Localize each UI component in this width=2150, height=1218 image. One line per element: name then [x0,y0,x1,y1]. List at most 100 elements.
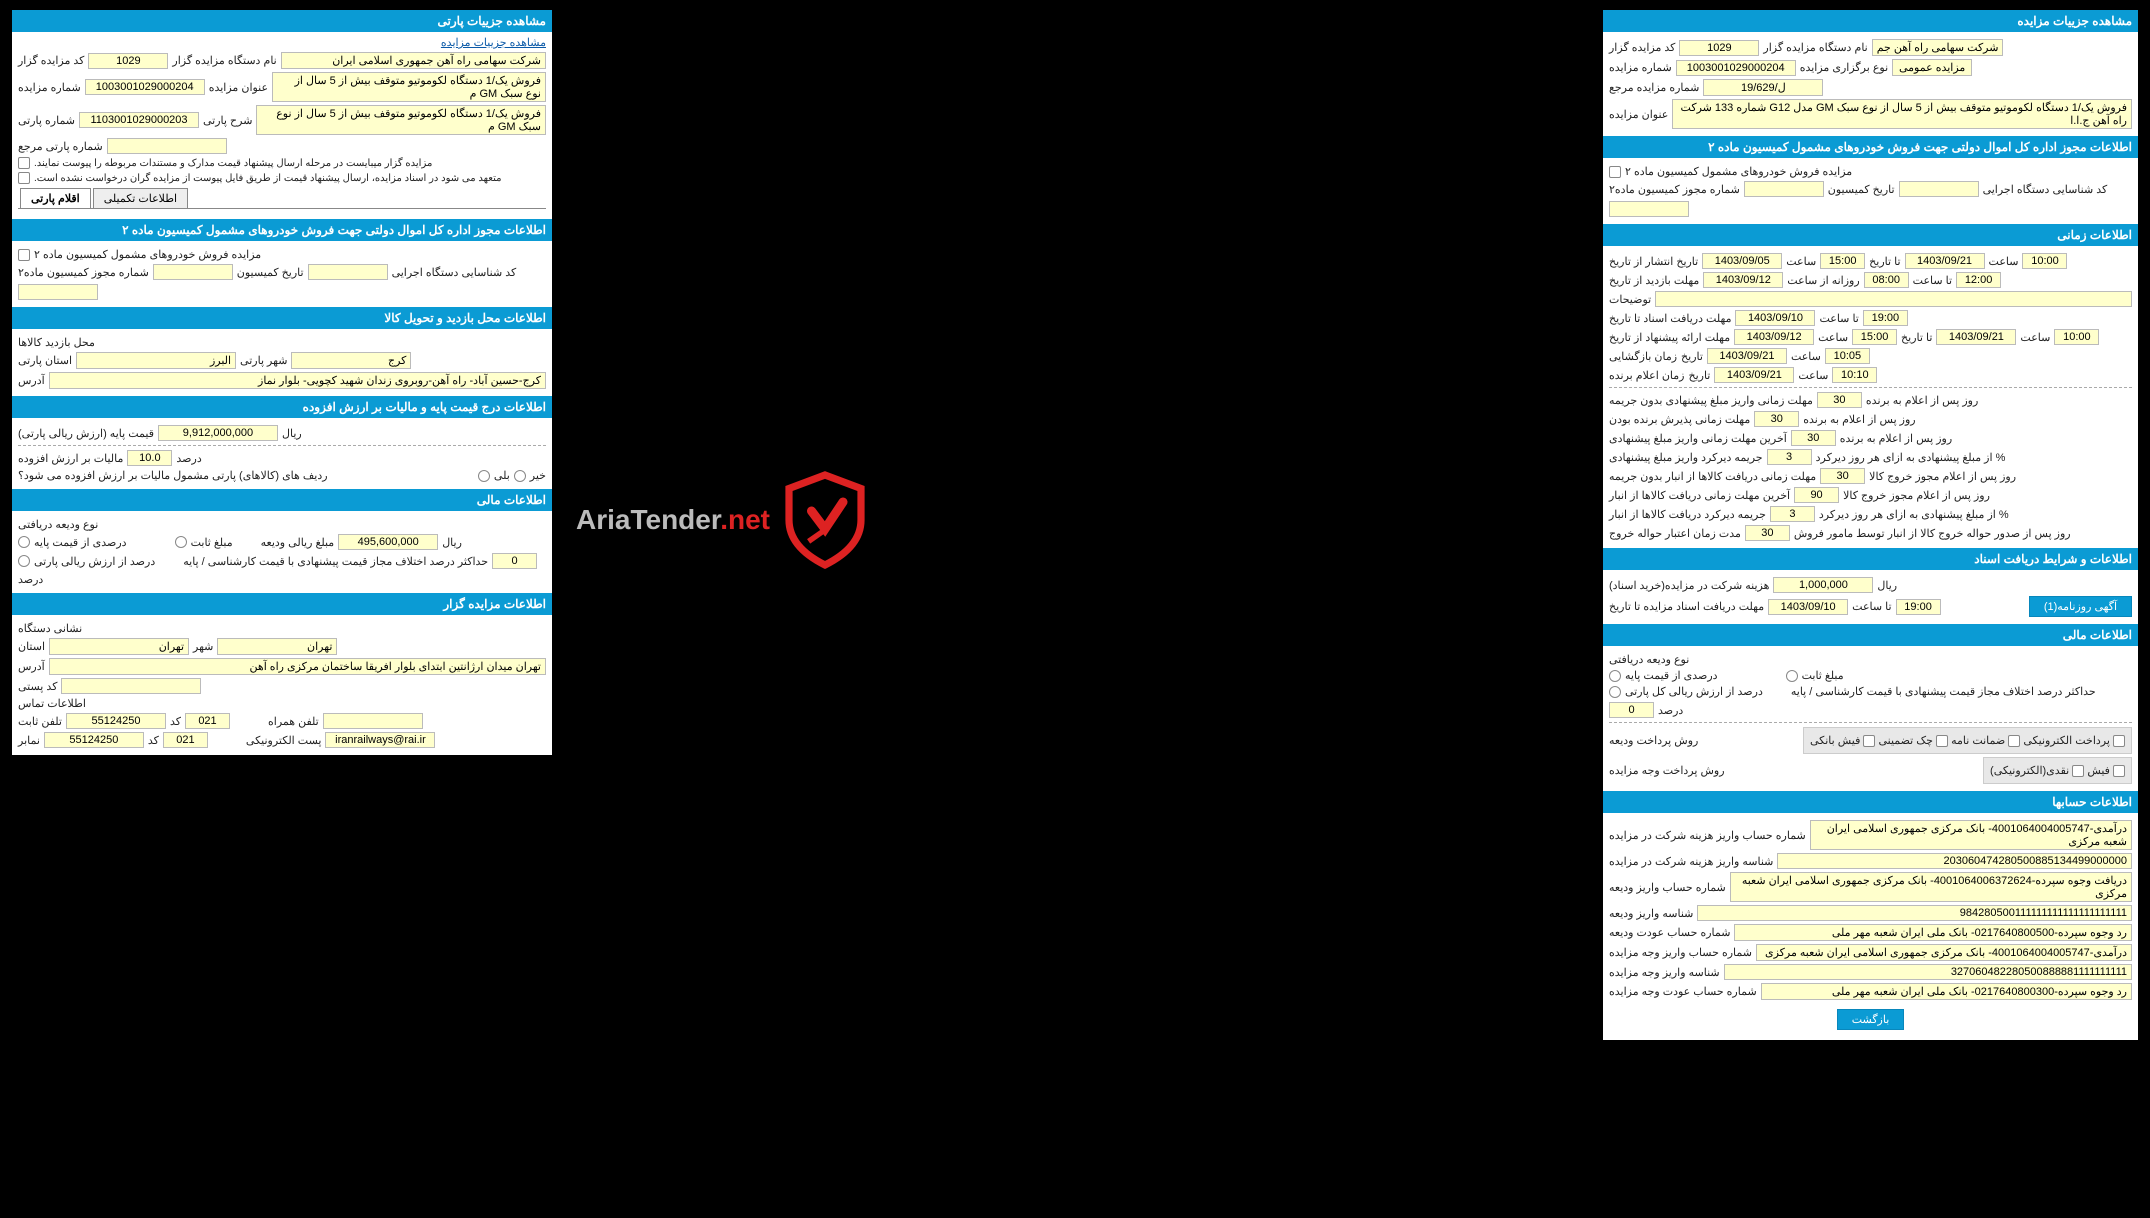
r5-suffix: روز پس از اعلام مجوز خروج کالا [1869,470,2016,483]
open-date-field: 1403/09/21 [1707,348,1787,364]
l-fixed-radio[interactable] [175,536,187,548]
a1-label: شماره حساب واریز هزینه شرکت در مزایده [1609,829,1806,842]
org-info-body: نشانی دستگاه استان تهران شهر تهران آدرس … [12,615,552,755]
fixed-radio[interactable] [1786,670,1798,682]
mobile-field[interactable] [323,713,423,729]
auction-link[interactable]: مشاهده جزییات مزایده [441,37,546,49]
winner-date-field: 1403/09/21 [1714,367,1794,383]
financial-body: نوع ودیعه دریافتی درصدی از قیمت پایه مبل… [1603,646,2138,791]
offer-from-field: 1403/09/12 [1734,329,1814,345]
fish2-checkbox[interactable] [2113,765,2125,777]
l-com-num-field[interactable] [153,264,233,280]
a5-field: رد وجوه سپرده-0217640800500- بانک ملی ای… [1734,924,2132,941]
l-financial-body: نوع ودیعه دریافتی درصدی از قیمت پایه مبل… [12,511,552,593]
l-num-label: شماره مزایده [18,81,81,94]
commission-checkbox[interactable] [1609,166,1621,178]
pct-eval-radio[interactable] [1609,686,1621,698]
a6-field: درآمدی-4001064004005747- بانک مرکزی جمهو… [1756,944,2132,961]
note1-checkbox[interactable] [18,157,30,169]
exec-id-label: کد شناسایی دستگاه اجرایی [1983,183,2108,196]
hour-label-4: ساعت [2020,331,2050,344]
fax-field: 55124250 [44,732,144,748]
to-date-l2: تا تاریخ [1901,331,1932,344]
l-commission-checkbox[interactable] [18,249,30,261]
title-label: عنوان مزایده [1609,108,1668,121]
auction-details-body: کد مزایده گزار 1029 نام دستگاه مزایده گز… [1603,32,2138,136]
tab-items[interactable]: اقلام پارتی [20,188,91,208]
financial-header: اطلاعات مالی [1603,624,2138,646]
l-pct-base-radio[interactable] [18,536,30,548]
vat-q: ردیف های (کالاهای) پارتی مشمول مالیات بر… [18,469,328,482]
l-pct-base-label: درصدی از قیمت پایه [34,536,127,549]
phone-field: 55124250 [66,713,166,729]
no-radio[interactable] [514,470,526,482]
party-ref-field[interactable] [107,138,227,154]
pct-3: درصد [18,573,43,586]
shield-icon [780,470,870,570]
ads-button[interactable]: آگهی روزنامه(1) [2029,596,2132,617]
l-com-date-label: تاریخ کمیسیون [237,266,304,279]
phone-label: تلفن ثابت [18,715,62,728]
auction-details-header: مشاهده جزییات مزایده [1603,10,2138,32]
offer-deadline-label: مهلت ارائه پیشنهاد از تاریخ [1609,331,1730,344]
l-org-label: نام دستگاه مزایده گزار [172,54,276,67]
r6-field: 90 [1794,487,1839,503]
r2-suffix: روز پس از اعلام به برنده [1803,413,1915,426]
doc-deadline-label2: مهلت دریافت اسناد مزایده تا تاریخ [1609,600,1764,613]
title-field: فروش یک/1 دستگاه لکوموتیو متوقف بیش از 5… [1672,99,2132,129]
guarantee-checkbox[interactable] [2008,735,2020,747]
l-exec-id-label: کد شناسایی دستگاه اجرایی [392,266,517,279]
party-panel: مشاهده جزییات پارتی مشاهده جزییات مزایده… [12,10,552,755]
type-label: نوع برگزاری مزایده [1800,61,1888,74]
o-address-field: تهران میدان ارژانتین ابتدای بلوار افریقا… [49,658,546,675]
doc-deadline-field: 1403/09/10 [1735,310,1815,326]
fish-label: فیش بانکی [1810,735,1860,747]
l-com-date-field[interactable] [308,264,388,280]
a3-label: شماره حساب واریز ودیعه [1609,881,1726,894]
back-button[interactable]: بازگشت [1837,1009,1905,1030]
address-label: آدرس [18,374,45,387]
postal-field[interactable] [61,678,201,694]
cost-field: 1,000,000 [1773,577,1873,593]
accounts-header: اطلاعات حسابها [1603,791,2138,813]
fish2-label: فیش [2087,765,2110,777]
fish-checkbox[interactable] [1863,735,1875,747]
r7-label: جریمه دیرکرد دریافت کالاها از انبار [1609,508,1766,521]
l-exec-id-field[interactable] [18,284,98,300]
tab-extra[interactable]: اطلاعات تکمیلی [93,188,188,208]
cash-checkbox[interactable] [2072,765,2084,777]
r1-field: 30 [1817,392,1862,408]
deposit-pay-label: روش پرداخت ودیعه [1609,734,1698,747]
l-pct-eval-radio[interactable] [18,555,30,567]
contact-label: اطلاعات تماس [18,697,86,710]
exec-id-field[interactable] [1609,201,1689,217]
mobile-label: تلفن همراه [268,715,319,728]
epay-checkbox[interactable] [2113,735,2125,747]
visit-from-field: 1403/09/12 [1703,272,1783,288]
max-diff-field: 0 [1609,702,1654,718]
num-field: 1003001029000204 [1676,60,1796,76]
auction-pay-options: فیش نقدی(الکترونیکی) [1983,757,2132,784]
o-city-field: تهران [217,638,337,655]
pct-base-radio[interactable] [1609,670,1621,682]
notes-field[interactable] [1655,291,2132,307]
guarantee-label: ضمانت نامه [1951,735,2005,747]
note2-checkbox[interactable] [18,172,30,184]
city-field: کرج [291,352,411,369]
yes-label: بلی [494,469,510,482]
l-org-field: شرکت سهامی راه آهن جمهوری اسلامی ایران [281,52,546,69]
com-num-field[interactable] [1744,181,1824,197]
email-field: iranrailways@rai.ir [325,732,435,748]
o-province-label: استان [18,640,45,653]
yes-radio[interactable] [478,470,490,482]
doc-deadline-time: 19:00 [1863,310,1908,326]
o-city-label: شهر [193,640,213,653]
publish-to-time: 10:00 [2022,253,2067,269]
r7-suffix: % از مبلغ پیشنهادی به ازای هر روز دیرکرد [1819,508,2009,521]
hour-label-6: ساعت [1798,369,1828,382]
r8-field: 30 [1745,525,1790,541]
com-date-field[interactable] [1899,181,1979,197]
cheque-checkbox[interactable] [1936,735,1948,747]
l-num-field: 1003001029000204 [85,79,205,95]
to-date-label-1: تا تاریخ [1869,255,1900,268]
